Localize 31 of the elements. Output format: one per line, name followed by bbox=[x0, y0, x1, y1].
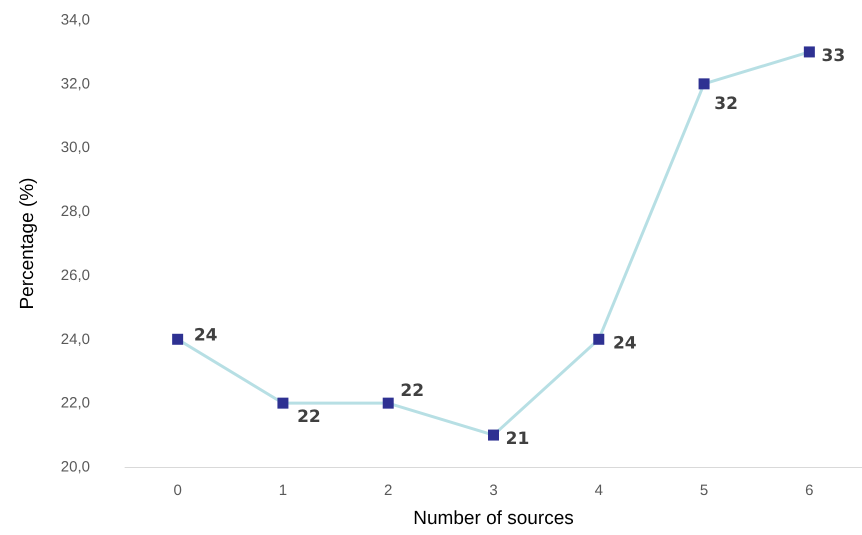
x-tick-label: 1 bbox=[278, 482, 288, 499]
x-tick-label: 3 bbox=[489, 482, 498, 499]
x-tick-label: 2 bbox=[384, 482, 392, 499]
data-label: 32 bbox=[714, 94, 738, 114]
data-label: 33 bbox=[822, 46, 846, 66]
point bbox=[382, 398, 394, 409]
y-tick-label: 24,0 bbox=[60, 330, 90, 348]
y-tick-label: 34,0 bbox=[60, 12, 90, 28]
x-tick-label: 5 bbox=[700, 482, 708, 499]
y-tick-label: 32,0 bbox=[60, 75, 90, 92]
y-tick-label: 26,0 bbox=[60, 266, 90, 284]
x-axis-title: Number of sources bbox=[413, 508, 574, 529]
x-tick-label: 4 bbox=[594, 482, 603, 499]
x-tick-label: 6 bbox=[805, 482, 814, 499]
data-label: 21 bbox=[506, 429, 530, 450]
point bbox=[698, 78, 710, 90]
data-label: 24 bbox=[612, 333, 637, 354]
y-tick-label: 28,0 bbox=[60, 203, 90, 220]
y-tick-label: 22,0 bbox=[60, 394, 90, 412]
point bbox=[593, 334, 604, 345]
point bbox=[277, 398, 288, 409]
x-tick-label: 0 bbox=[173, 482, 182, 499]
point bbox=[172, 334, 184, 345]
data-label: 22 bbox=[297, 407, 321, 428]
y-tick-label: 30,0 bbox=[60, 139, 90, 156]
point bbox=[804, 46, 815, 58]
data-label: 24 bbox=[194, 325, 218, 346]
y-tick-label: 20,0 bbox=[60, 458, 90, 476]
point bbox=[488, 430, 499, 441]
data-label: 22 bbox=[400, 381, 424, 402]
y-axis-title: Percentage (%) bbox=[17, 177, 38, 310]
